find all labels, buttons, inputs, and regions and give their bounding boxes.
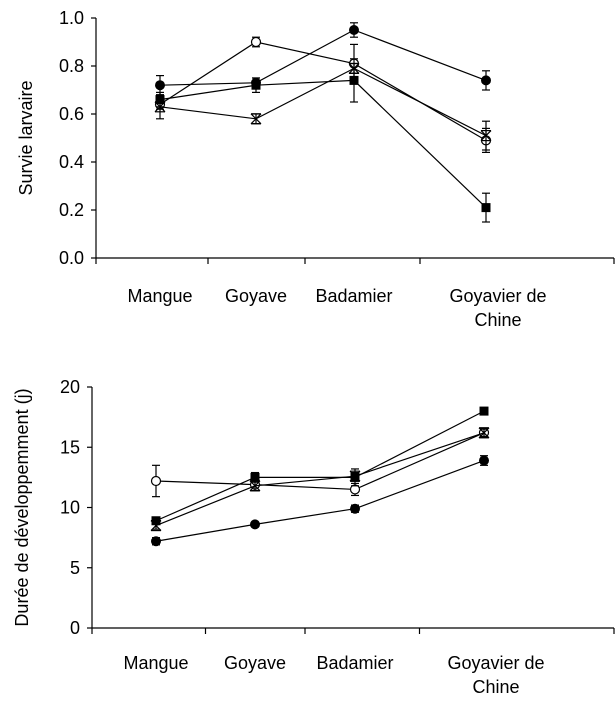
data-point-filled-circle: [349, 25, 359, 35]
data-point-star: [154, 101, 166, 113]
x-category-label: Badamier: [316, 653, 393, 673]
y-tick-label: 0.0: [59, 248, 84, 268]
data-point-star: [348, 62, 360, 75]
y-tick-label: 20: [60, 377, 80, 397]
star-stroke: [480, 130, 492, 142]
y-tick-label: 0: [70, 618, 80, 638]
y-tick-label: 0.8: [59, 56, 84, 76]
y-axis-title: Durée de développemment (j): [12, 388, 32, 626]
star-stroke: [249, 480, 261, 492]
data-point-star: [150, 519, 162, 532]
data-point-filled-square: [251, 80, 261, 90]
x-category-label: Mangue: [123, 653, 188, 673]
y-tick-label: 5: [70, 558, 80, 578]
data-point-open-circle: [250, 36, 262, 48]
series-line-star: [159, 67, 487, 137]
y-tick-label: 0.4: [59, 152, 84, 172]
x-category-label: Goyavier de Chine: [449, 286, 546, 330]
data-point-filled-circle: [250, 519, 260, 530]
y-tick-label: 1.0: [59, 8, 84, 28]
y-axis-title: Survie larvaire: [16, 80, 36, 195]
data-point-filled-circle: [481, 75, 491, 86]
data-point-star: [478, 427, 490, 439]
series-line-star: [155, 432, 485, 527]
x-category-label: Mangue: [127, 286, 192, 306]
star-stroke: [250, 113, 262, 125]
x-category-label: Goyave: [224, 653, 286, 673]
star-stroke: [154, 101, 166, 113]
data-point-filled-circle: [479, 455, 489, 466]
data-point-filled-square: [481, 203, 491, 213]
data-point-filled-square: [349, 75, 359, 85]
series-line-filled-circle: [159, 29, 487, 86]
series-line-open-circle: [159, 41, 487, 141]
x-category-label: Badamier: [315, 286, 392, 306]
series-line-filled-square: [155, 410, 485, 522]
star-stroke: [348, 62, 360, 74]
y-tick-label: 15: [60, 437, 80, 457]
data-point-filled-circle: [350, 503, 360, 514]
star-stroke: [150, 520, 162, 531]
development-duration-chart: 0 5 10 15 20 Mangue Goyave Badamier Goyavier de C…: [12, 377, 615, 697]
data-point-star: [250, 113, 262, 125]
y-tick-label: 10: [60, 498, 80, 518]
y-tick-label: 0.6: [59, 104, 84, 124]
data-point-filled-square: [479, 406, 489, 416]
data-point-open-circle: [150, 475, 162, 487]
larval-survival-chart: 0.0 0.2 0.4 0.6 0.8 1.0 Mangue Goyave Badamier Go…: [16, 8, 615, 330]
data-point-star: [249, 480, 261, 492]
data-point-filled-circle: [155, 80, 165, 91]
data-point-star: [480, 130, 492, 142]
star-stroke: [349, 470, 361, 482]
series-line-open-circle: [155, 432, 485, 491]
star-stroke: [478, 427, 490, 439]
x-category-label: Goyavier de Chine: [447, 653, 544, 697]
series-line-filled-square: [159, 79, 487, 209]
y-tick-label: 0.2: [59, 200, 84, 220]
x-category-label: Goyave: [225, 286, 287, 306]
data-point-filled-circle: [151, 536, 161, 547]
series-line-filled-circle: [155, 459, 485, 542]
data-point-filled-square: [250, 472, 260, 482]
data-point-star: [349, 470, 361, 482]
